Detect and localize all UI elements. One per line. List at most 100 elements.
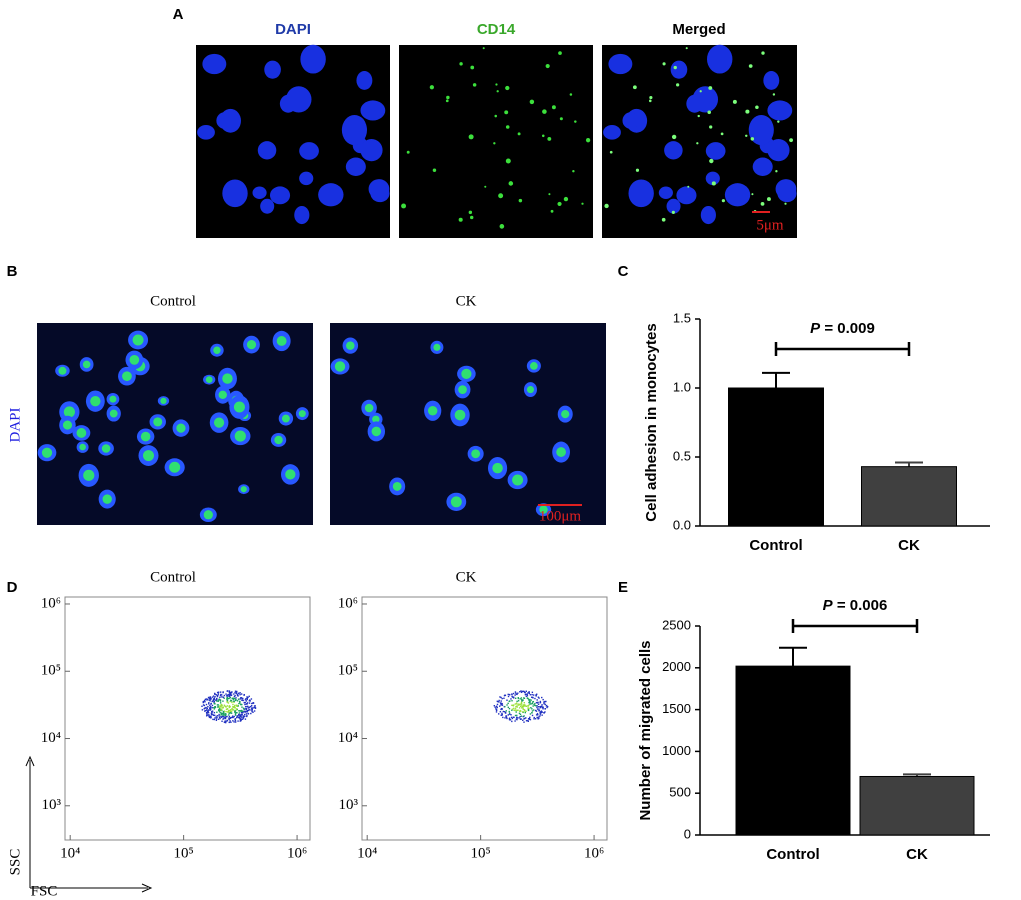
- cell-core: [109, 395, 117, 403]
- event: [527, 698, 530, 700]
- event: [508, 719, 511, 721]
- panel-label: A: [173, 6, 184, 23]
- dot: [604, 203, 609, 209]
- event: [505, 715, 507, 717]
- significance-bracket: [774, 342, 911, 356]
- event: [543, 712, 545, 714]
- event: [523, 690, 525, 693]
- cell: [705, 171, 720, 186]
- event: [232, 700, 235, 702]
- event: [538, 716, 540, 718]
- cell-core: [63, 406, 75, 418]
- cell-core: [169, 461, 181, 473]
- event: [212, 713, 214, 716]
- event: [511, 695, 513, 697]
- event: [238, 710, 240, 712]
- event: [245, 700, 248, 702]
- event: [208, 716, 211, 719]
- event: [242, 697, 244, 700]
- event: [493, 704, 496, 707]
- dot: [541, 134, 545, 138]
- event: [225, 710, 227, 713]
- event: [541, 705, 543, 708]
- event: [235, 704, 238, 706]
- event: [530, 699, 532, 701]
- y-tick-label: 10⁴: [338, 730, 358, 746]
- dot: [493, 142, 496, 145]
- event: [238, 692, 240, 694]
- event: [510, 714, 512, 716]
- event: [226, 690, 229, 692]
- event: [232, 709, 235, 711]
- y-axis-label: Number of migrated cells: [637, 640, 654, 820]
- event: [239, 692, 241, 694]
- event: [204, 701, 206, 703]
- event: [221, 715, 224, 717]
- event: [242, 717, 244, 719]
- cell-core: [471, 449, 481, 459]
- cell-core: [153, 417, 163, 427]
- event: [230, 712, 232, 714]
- y-tick-label: 1500: [662, 701, 691, 716]
- event: [521, 700, 524, 702]
- event: [534, 697, 536, 700]
- panel-label: E: [618, 579, 628, 596]
- event: [218, 708, 221, 710]
- cell-core: [234, 430, 246, 442]
- event: [222, 716, 224, 718]
- event: [243, 713, 246, 716]
- event: [221, 694, 223, 696]
- event: [218, 715, 220, 717]
- event: [239, 697, 242, 699]
- event: [520, 690, 522, 692]
- cell: [622, 112, 639, 129]
- cell: [676, 186, 697, 205]
- event: [511, 709, 513, 711]
- event: [525, 705, 528, 707]
- y-tick-label: 2500: [662, 617, 691, 632]
- event: [523, 718, 525, 720]
- dot: [784, 202, 787, 205]
- event: [229, 692, 231, 694]
- x-tick-label: Control: [766, 846, 819, 863]
- event: [535, 705, 537, 707]
- event: [522, 705, 525, 708]
- event: [236, 690, 238, 693]
- event: [238, 712, 241, 714]
- event: [240, 718, 242, 720]
- event: [214, 706, 216, 708]
- event: [538, 717, 540, 720]
- event: [508, 717, 511, 719]
- event: [212, 699, 214, 702]
- event: [217, 694, 220, 696]
- micrograph: [399, 45, 593, 238]
- event: [239, 715, 241, 718]
- event: [246, 714, 248, 717]
- cell: [260, 198, 275, 214]
- event: [511, 696, 514, 698]
- event: [244, 703, 246, 706]
- event: [501, 708, 503, 710]
- event: [215, 697, 218, 700]
- event: [209, 696, 211, 698]
- event: [536, 705, 538, 707]
- event: [208, 703, 210, 705]
- event: [500, 700, 502, 702]
- event: [525, 695, 528, 697]
- event: [515, 711, 517, 713]
- cell: [767, 138, 790, 162]
- event: [250, 698, 253, 700]
- event: [222, 710, 225, 713]
- event: [543, 701, 546, 703]
- event: [233, 706, 235, 708]
- dot: [504, 110, 509, 115]
- column-label: Control: [150, 569, 196, 585]
- event: [527, 705, 529, 707]
- event: [233, 695, 236, 698]
- event: [535, 701, 538, 704]
- cell-core: [142, 450, 155, 462]
- event: [232, 720, 234, 722]
- event: [514, 694, 516, 696]
- event: [216, 699, 218, 701]
- event: [247, 705, 249, 708]
